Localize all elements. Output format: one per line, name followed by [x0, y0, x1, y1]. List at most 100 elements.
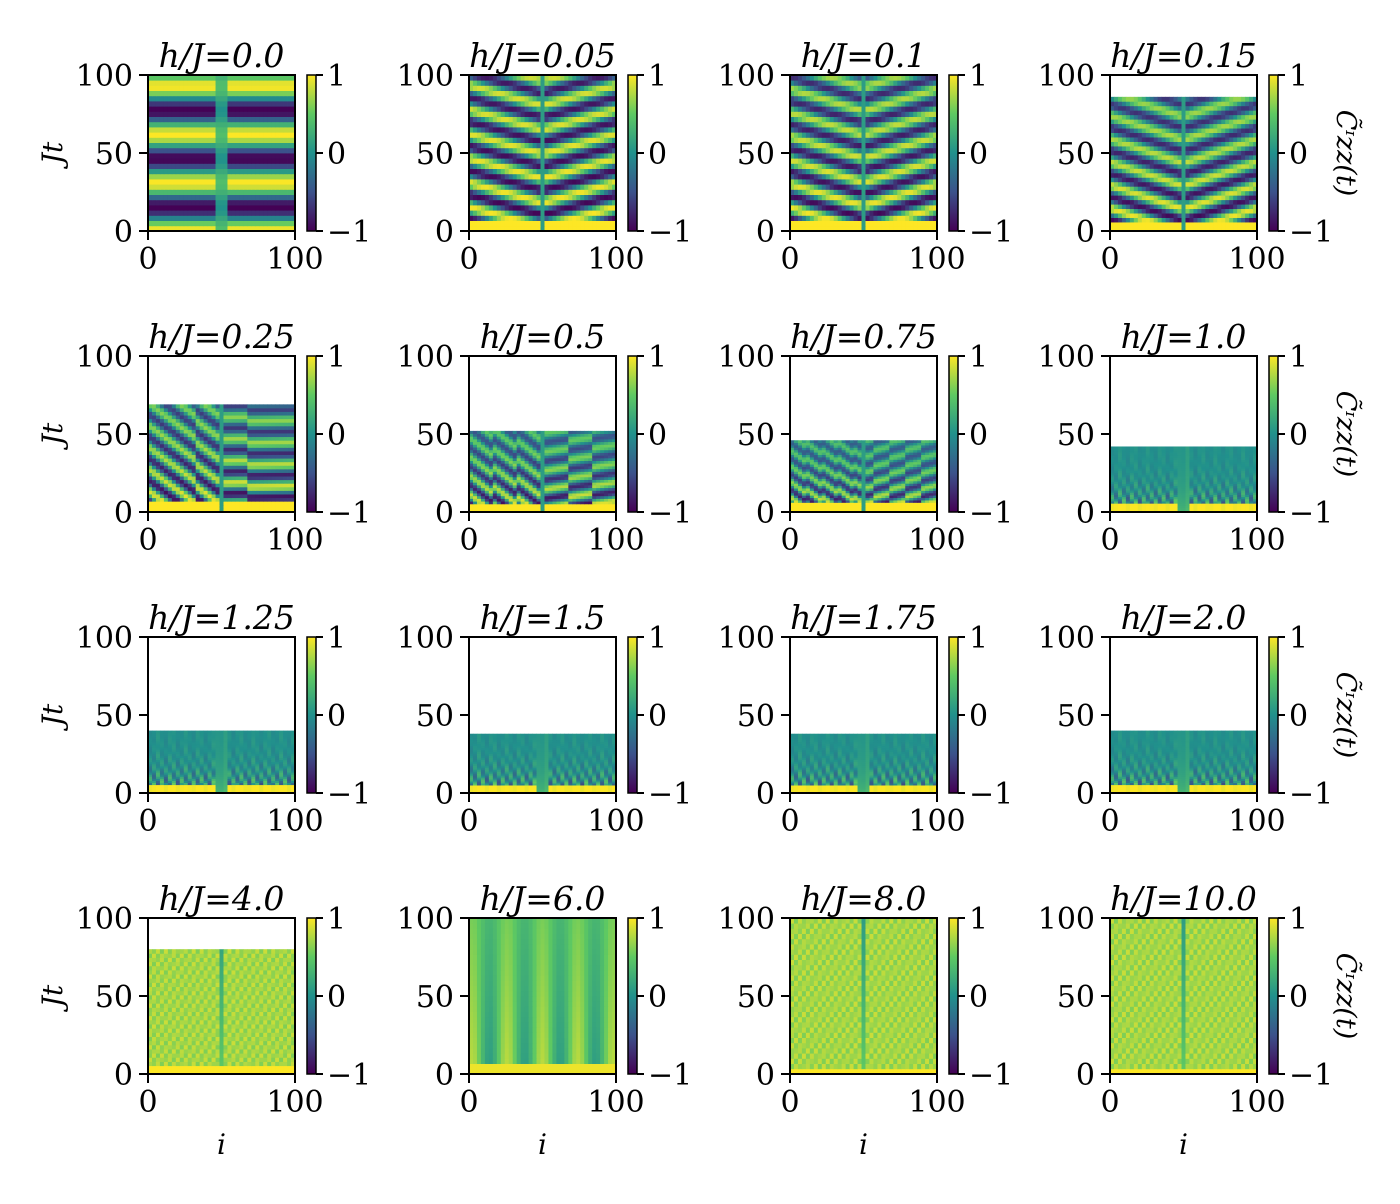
heatmap-cell [889, 174, 893, 180]
heatmap-cell [862, 189, 866, 195]
heatmap-cell [493, 210, 497, 216]
y-tick-label: 0 [1076, 215, 1095, 250]
heatmap-cell [1229, 164, 1233, 169]
heatmap-cell [160, 158, 164, 164]
heatmap-cell [897, 210, 901, 216]
heatmap-cell [1241, 124, 1245, 129]
heatmap-cell [160, 476, 164, 480]
heatmap-cell [493, 132, 497, 138]
heatmap-cell [862, 148, 866, 154]
heatmap-cell [1126, 209, 1130, 214]
heatmap-cell [517, 221, 521, 227]
heatmap-cell [208, 184, 212, 190]
heatmap-cell [184, 101, 188, 107]
heatmap-cell [1233, 186, 1237, 191]
heatmap-cell [1146, 106, 1150, 111]
heatmap-cell [1174, 195, 1178, 200]
heatmap-cell [259, 469, 263, 473]
heatmap-cell [794, 122, 798, 128]
heatmap-cell [893, 184, 897, 190]
heatmap-cell [806, 153, 810, 159]
heatmap-cell [548, 96, 552, 102]
heatmap-cell [1245, 173, 1249, 178]
heatmap-cell [1178, 186, 1182, 191]
heatmap-cell [220, 174, 224, 180]
heatmap-cell [885, 163, 889, 169]
heatmap-cell [172, 122, 176, 128]
heatmap-cell [1205, 115, 1209, 120]
heatmap-cell [1201, 101, 1205, 106]
heatmap-cell [517, 96, 521, 102]
heatmap-cell [204, 122, 208, 128]
heatmap-cell [160, 200, 164, 206]
heatmap-cell [208, 106, 212, 112]
heatmap-cell [921, 117, 925, 123]
heatmap-cell [247, 483, 251, 487]
heatmap-cell [271, 505, 275, 509]
heatmap-cell [220, 494, 224, 498]
heatmap-cell [255, 469, 259, 473]
heatmap-cell [548, 143, 552, 149]
heatmap-cell [489, 210, 493, 216]
heatmap-cell [243, 210, 247, 216]
heatmap-cell [156, 498, 160, 502]
heatmap-cell [231, 465, 235, 469]
heatmap-cell [802, 117, 806, 123]
heatmap-cell [152, 195, 156, 201]
heatmap-cell [1170, 142, 1174, 147]
heatmap-cell [227, 490, 231, 494]
heatmap-cell [885, 184, 889, 190]
heatmap-cell [909, 132, 913, 138]
heatmap-cell [212, 498, 216, 502]
heatmap-cell [1118, 142, 1122, 147]
heatmap-cell [1237, 164, 1241, 169]
heatmap-cell [247, 501, 251, 505]
heatmap-cell [564, 195, 568, 201]
heatmap-cell [208, 469, 212, 473]
heatmap-cell [259, 117, 263, 123]
heatmap-cell [600, 122, 604, 128]
heatmap-cell [537, 111, 541, 117]
heatmap-cell [1209, 195, 1213, 200]
heatmap-cell [279, 163, 283, 169]
heatmap-cell [267, 195, 271, 201]
heatmap-cell [184, 505, 188, 509]
heatmap-cell [505, 205, 509, 211]
heatmap-cell [608, 163, 612, 169]
heatmap-cell [220, 195, 224, 201]
heatmap-cell [287, 179, 291, 185]
heatmap-cell [873, 205, 877, 211]
heatmap-cell [208, 195, 212, 201]
heatmap-cell [1182, 177, 1186, 182]
heatmap-cell [608, 80, 612, 86]
heatmap-cell [846, 137, 850, 143]
heatmap-cell [1193, 151, 1197, 156]
heatmap-cell [263, 143, 267, 149]
heatmap-cell [267, 184, 271, 190]
heatmap-cell [473, 174, 477, 180]
heatmap-cell [917, 137, 921, 143]
heatmap-cell [231, 501, 235, 505]
heatmap-cell [917, 106, 921, 112]
heatmap-cell [473, 169, 477, 175]
heatmap-cell [588, 195, 592, 201]
heatmap-cell [814, 174, 818, 180]
heatmap-cell [1142, 213, 1146, 218]
heatmap-cell [1205, 124, 1209, 129]
heatmap-cell [1118, 168, 1122, 173]
heatmap-cell [1166, 195, 1170, 200]
heatmap-cell [1233, 137, 1237, 142]
heatmap-cell [184, 143, 188, 149]
heatmap-cell [1130, 146, 1134, 151]
heatmap-cell [925, 195, 929, 201]
heatmap-cell [1209, 106, 1213, 111]
heatmap-cell [521, 221, 525, 227]
heatmap-cell [1158, 209, 1162, 214]
heatmap-cell [1134, 106, 1138, 111]
heatmap-cell [271, 483, 275, 487]
heatmap-cell [838, 80, 842, 86]
heatmap-cell [818, 184, 822, 190]
heatmap-cell [1150, 213, 1154, 218]
heatmap-cell [243, 163, 247, 169]
heatmap-cell [1166, 213, 1170, 218]
